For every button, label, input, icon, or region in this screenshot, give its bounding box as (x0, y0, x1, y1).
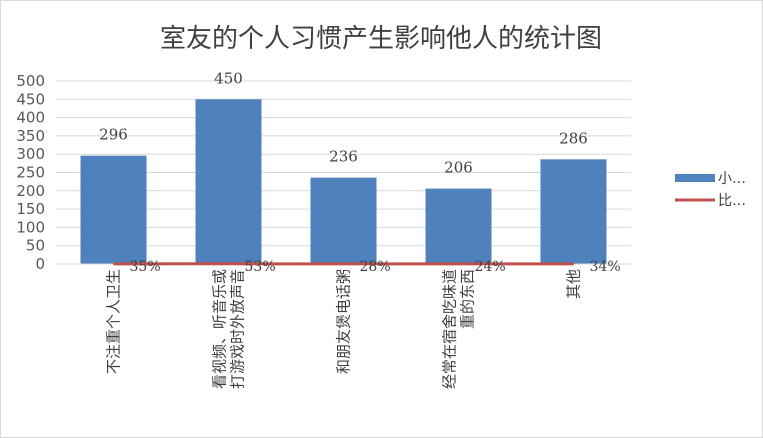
bar (540, 159, 607, 264)
x-category-label-line: 看视频、听音乐或 (211, 269, 229, 389)
gridlines (56, 80, 631, 247)
category-labels: 不注重个人卫生 看视频、听音乐或 打游戏时外放声音 和朋友煲电话粥 经常在宿舍吃味道 重的… (105, 269, 583, 389)
legend-swatch-bar (675, 174, 715, 182)
y-tick-label: 350 (16, 127, 45, 145)
line-value-label: 34% (590, 259, 621, 275)
line-point (228, 263, 229, 265)
x-category-label: 和朋友煲电话粥 (335, 269, 353, 374)
bar-value-label: 450 (214, 69, 243, 87)
x-category-label-line: 和朋友煲电话粥 (335, 269, 353, 374)
x-category-label-line: 不注重个人卫生 (105, 269, 123, 374)
x-category-label-line: 经常在宿舍吃味道 (441, 269, 459, 389)
legend-label-line: 比… (718, 193, 746, 209)
bar-series (80, 99, 607, 264)
y-tick-label: 100 (16, 218, 45, 236)
y-tick-label: 500 (16, 72, 45, 90)
chart-title: 室友的个人习惯产生影响他人的统计图 (160, 24, 602, 54)
x-category-label: 不注重个人卫生 (105, 269, 123, 374)
y-tick-label: 200 (16, 182, 45, 200)
x-category-label: 经常在宿舍吃味道 重的东西 (441, 269, 477, 389)
legend: 小… 比… (675, 171, 746, 209)
x-category-label: 其他 (565, 269, 583, 299)
bar (80, 155, 147, 264)
bar (310, 177, 377, 264)
legend-label-bar: 小… (718, 171, 746, 187)
bar-value-label: 296 (99, 126, 128, 144)
x-category-label-line: 打游戏时外放声音 (229, 269, 247, 389)
line-value-label: 28% (360, 259, 391, 275)
bar-value-label: 206 (444, 159, 473, 177)
data-labels: 296 450 236 206 286 35% 53% 28% 24% 34% (99, 69, 620, 275)
bar (195, 99, 262, 264)
bar (425, 188, 492, 264)
y-tick-label: 250 (16, 164, 45, 182)
y-tick-label: 0 (35, 255, 45, 273)
y-tick-label: 300 (16, 145, 45, 163)
line-series (113, 262, 574, 266)
x-category-label-line: 重的东西 (459, 269, 477, 329)
x-category-label: 看视频、听音乐或 打游戏时外放声音 (211, 269, 247, 389)
y-tick-label: 450 (16, 90, 45, 108)
line-point (113, 263, 114, 265)
line-point (573, 263, 574, 265)
y-tick-label: 50 (26, 237, 45, 255)
line-value-label: 24% (475, 259, 506, 275)
y-tick-label: 400 (16, 109, 45, 127)
x-category-label-line: 其他 (565, 269, 583, 299)
line-point (343, 263, 344, 265)
line-value-label: 53% (245, 259, 276, 275)
y-tick-label: 150 (16, 200, 45, 218)
line-point (458, 263, 459, 265)
bar-value-label: 236 (329, 148, 358, 166)
line-value-label: 35% (130, 259, 161, 275)
bar-value-label: 286 (559, 129, 588, 147)
